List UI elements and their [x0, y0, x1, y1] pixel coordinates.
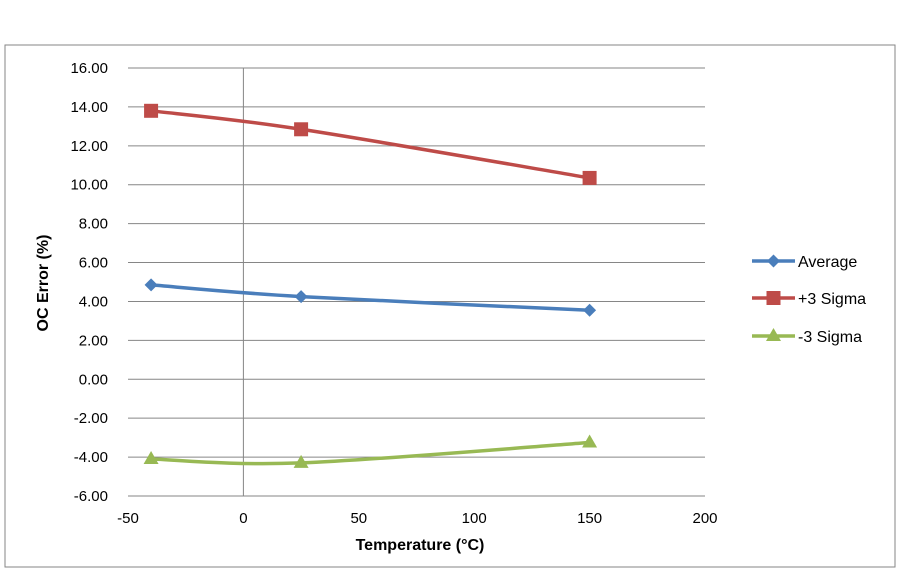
y-tick-label: 8.00	[79, 216, 108, 233]
x-tick-label: 100	[462, 510, 487, 527]
y-tick-label: 4.00	[79, 293, 108, 310]
x-tick-label: -50	[117, 510, 139, 527]
legend-entry: +3 Sigma	[752, 291, 866, 308]
series-average	[144, 278, 597, 317]
legend-entry: Average	[752, 254, 857, 271]
data-point-marker	[294, 290, 308, 304]
legend-entry: -3 Sigma	[752, 327, 862, 346]
data-point-marker	[583, 303, 597, 317]
y-tick-label: 2.00	[79, 332, 108, 349]
x-tick-label: 150	[577, 510, 602, 527]
y-tick-label: -4.00	[74, 449, 108, 466]
data-point-marker	[293, 454, 309, 468]
tick-labels: 16.00 14.00 12.00 10.00 8.00 6.00 4.00 2.00 0.00…	[70, 60, 717, 527]
series-line	[149, 109, 592, 180]
data-point-marker	[766, 291, 781, 305]
data-point-marker	[144, 278, 158, 292]
data-series	[143, 103, 598, 468]
y-tick-label: 12.00	[70, 138, 108, 155]
x-tick-label: 200	[692, 510, 717, 527]
y-tick-label: 6.00	[79, 255, 108, 272]
data-point-marker	[766, 327, 781, 341]
data-point-marker	[582, 434, 598, 448]
legend-label: +3 Sigma	[798, 291, 866, 308]
data-point-marker	[582, 170, 597, 185]
legend-label: Average	[798, 254, 857, 271]
data-point-marker	[143, 450, 159, 464]
x-tick-label: 0	[239, 510, 247, 527]
data-point-marker	[144, 103, 159, 118]
y-tick-label: -2.00	[74, 410, 108, 427]
x-axis-title: Temperature (°C)	[356, 537, 485, 554]
series-3-sigma	[144, 103, 597, 185]
legend-label: -3 Sigma	[798, 329, 862, 346]
y-tick-label: -6.00	[74, 488, 108, 505]
data-point-marker	[294, 122, 309, 137]
x-tick-label: 50	[350, 510, 367, 527]
chart-border	[4, 44, 896, 568]
y-tick-label: 0.00	[79, 371, 108, 388]
data-point-marker	[767, 254, 780, 268]
series-line	[149, 440, 592, 466]
y-tick-label: 10.00	[70, 177, 108, 194]
y-axis-title: OC Error (%)	[35, 235, 52, 332]
gridlines	[128, 67, 705, 497]
y-tick-label: 16.00	[70, 60, 108, 77]
series-3-sigma	[143, 434, 598, 468]
y-tick-label: 14.00	[70, 99, 108, 116]
legend: Average +3 Sigma -3 Sigma	[752, 254, 866, 346]
series-line	[149, 283, 592, 312]
